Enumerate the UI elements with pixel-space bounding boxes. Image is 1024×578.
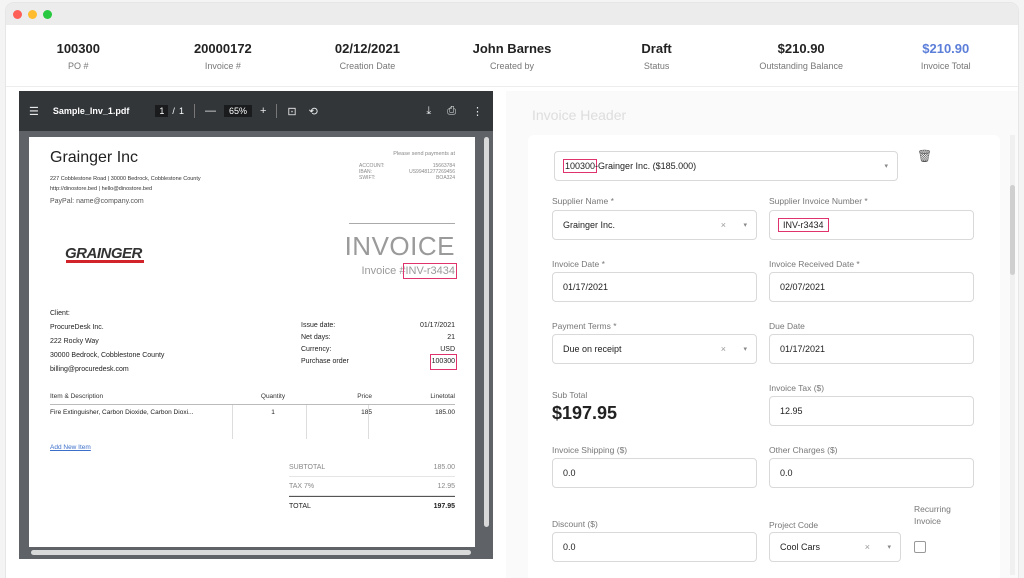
doc-invoice-number: Invoice #INV-r3434 [361, 263, 457, 279]
recurring-invoice-label: Recurring Invoice [914, 504, 951, 526]
invoice-tax-input[interactable]: 12.95 [769, 396, 974, 426]
summary-status: Draft Status [641, 40, 672, 71]
other-charges-input[interactable]: 0.0 [769, 458, 974, 488]
doc-pay-heading: Please send payments at [393, 151, 455, 157]
clear-icon[interactable]: × [720, 220, 726, 230]
received-date-label: Invoice Received Date * [769, 259, 860, 269]
chevron-down-icon: ▾ [743, 346, 747, 353]
doc-column-line [306, 405, 307, 439]
due-date-input[interactable]: 01/17/2021 [769, 334, 974, 364]
pdf-vertical-scrollbar[interactable] [484, 137, 489, 527]
form-scrollbar-thumb[interactable] [1010, 185, 1015, 275]
zoom-out-icon[interactable]: — [204, 105, 216, 117]
page-number-input[interactable]: 1 [155, 105, 169, 117]
fit-page-icon[interactable]: ⊡ [287, 105, 297, 118]
doc-pay-details: ACCOUNT: 15663784 IBAN: US99481277269456 S… [359, 163, 455, 181]
received-date-input[interactable]: 02/07/2021 [769, 272, 974, 302]
shipping-label: Invoice Shipping ($) [552, 445, 628, 455]
summary-creation-date: 02/12/2021 Creation Date [334, 40, 400, 71]
due-date-label: Due Date [769, 321, 805, 331]
invoice-number-highlight: INV-r3434 [403, 263, 457, 279]
other-charges-label: Other Charges ($) [769, 445, 838, 455]
close-window-button[interactable] [13, 9, 22, 19]
doc-company-address: 227 Cobblestone Road | 30000 Bedrock, Co… [50, 176, 201, 192]
print-icon[interactable]: ⎙ [447, 104, 456, 117]
chevron-down-icon: ▾ [887, 544, 891, 551]
toolbar-divider [276, 104, 278, 118]
invoice-date-input[interactable]: 01/17/2021 [552, 272, 757, 302]
po-highlight: 100300 [562, 159, 598, 173]
pdf-toolbar: ☰ Sample_Inv_1.pdf 1 / 1 — 65% + ⊡ ⟲ ⤓ ⎙… [19, 91, 493, 131]
doc-client-block: Client: ProcureDesk Inc. 222 Rocky Way 3… [50, 310, 165, 373]
payment-terms-label: Payment Terms * [552, 321, 617, 331]
clear-icon[interactable]: × [720, 344, 726, 354]
recurring-invoice-checkbox[interactable] [914, 541, 926, 553]
supplier-name-label: Supplier Name * [552, 196, 614, 206]
sub-total-value: $197.95 [552, 403, 618, 423]
po-select[interactable]: 100300 -Grainger Inc. ($185.000) ▾ [554, 151, 898, 181]
pdf-file-name: Sample_Inv_1.pdf [52, 106, 130, 116]
download-icon[interactable]: ⤓ [426, 104, 432, 117]
discount-label: Discount ($) [552, 519, 598, 529]
invoice-form-panel: Invoice Header 100300 -Grainger Inc. ($18… [506, 91, 1018, 578]
more-options-icon[interactable]: ⋮ [472, 105, 483, 118]
supplier-invoice-label: Supplier Invoice Number * [769, 196, 868, 206]
app-window: 100300 PO # 20000172 Invoice # 02/12/2021 C… [6, 3, 1018, 578]
project-code-select[interactable]: Cool Cars × ▾ [769, 532, 901, 562]
trash-icon[interactable]: 🗑 [917, 149, 933, 163]
pdf-viewer: ☰ Sample_Inv_1.pdf 1 / 1 — 65% + ⊡ ⟲ ⤓ ⎙… [19, 91, 493, 559]
hamburger-menu-icon[interactable]: ☰ [29, 105, 39, 118]
doc-column-line [232, 405, 233, 439]
chevron-down-icon: ▾ [884, 163, 888, 170]
summary-invoice-total: $210.90 Invoice Total [920, 40, 971, 71]
sub-total-label: Sub Total [552, 390, 588, 400]
grainger-logo: GRAINGER [65, 245, 142, 262]
supplier-name-select[interactable]: Grainger Inc. × ▾ [552, 210, 757, 240]
zoom-level-input[interactable]: 65% [223, 105, 252, 117]
doc-divider [349, 223, 455, 224]
pdf-page: Grainger Inc 227 Cobblestone Road | 3000… [29, 137, 475, 547]
chevron-down-icon: ▾ [743, 222, 747, 229]
doc-meta-block: Issue date: 01/17/2021 Net days: 21 Curren… [301, 320, 458, 370]
summary-invoice-number: 20000172 Invoice # [193, 40, 252, 71]
invoice-header-card: 100300 -Grainger Inc. ($185.000) ▾ 🗑 Supp… [528, 135, 1000, 578]
toolbar-divider [193, 104, 195, 118]
summary-outstanding-balance: $210.90 Outstanding Balance [759, 40, 843, 71]
zoom-in-icon[interactable]: + [259, 105, 267, 117]
doc-totals: SUBTOTAL 185.00 TAX 7% 12.95 TOTAL 197.95 [289, 458, 455, 515]
invoice-tax-label: Invoice Tax ($) [769, 383, 825, 393]
payment-terms-select[interactable]: Due on receipt × ▾ [552, 334, 757, 364]
po-number-highlight: 100300 [429, 354, 458, 370]
add-new-item-link[interactable]: Add New Item [50, 444, 91, 451]
supplier-invoice-input[interactable]: INV-r3434 [769, 210, 974, 240]
invoice-date-label: Invoice Date * [552, 259, 605, 269]
invoice-summary-bar: 100300 PO # 20000172 Invoice # 02/12/2021 C… [6, 25, 1018, 87]
page-separator: / [172, 106, 175, 116]
discount-input[interactable]: 0.0 [552, 532, 757, 562]
minimize-window-button[interactable] [28, 9, 37, 19]
clear-icon[interactable]: × [864, 542, 870, 552]
summary-created-by: John Barnes Created by [472, 40, 552, 71]
doc-item-row: Fire Extinguisher, Carbon Dioxide, Carbo… [50, 409, 455, 416]
rotate-icon[interactable]: ⟲ [308, 105, 318, 118]
pdf-horizontal-scrollbar[interactable] [31, 550, 471, 555]
project-code-label: Project Code [769, 520, 819, 530]
maximize-window-button[interactable] [43, 9, 52, 19]
grainger-logo-bar [66, 260, 144, 263]
form-scrollbar[interactable] [1010, 135, 1015, 575]
window-titlebar [6, 3, 1018, 25]
page-total: 1 [178, 106, 184, 116]
doc-invoice-title: INVOICE [344, 231, 455, 261]
doc-paypal: PayPal: name@company.com [50, 198, 144, 205]
doc-items-header: Item & Description Quantity Price Lineto… [50, 393, 455, 405]
supplier-invoice-highlight: INV-r3434 [778, 218, 829, 232]
shipping-input[interactable]: 0.0 [552, 458, 757, 488]
doc-company-name: Grainger Inc [50, 149, 139, 166]
section-title: Invoice Header [532, 107, 627, 123]
summary-po: 100300 PO # [56, 40, 100, 71]
doc-column-line [368, 405, 369, 439]
